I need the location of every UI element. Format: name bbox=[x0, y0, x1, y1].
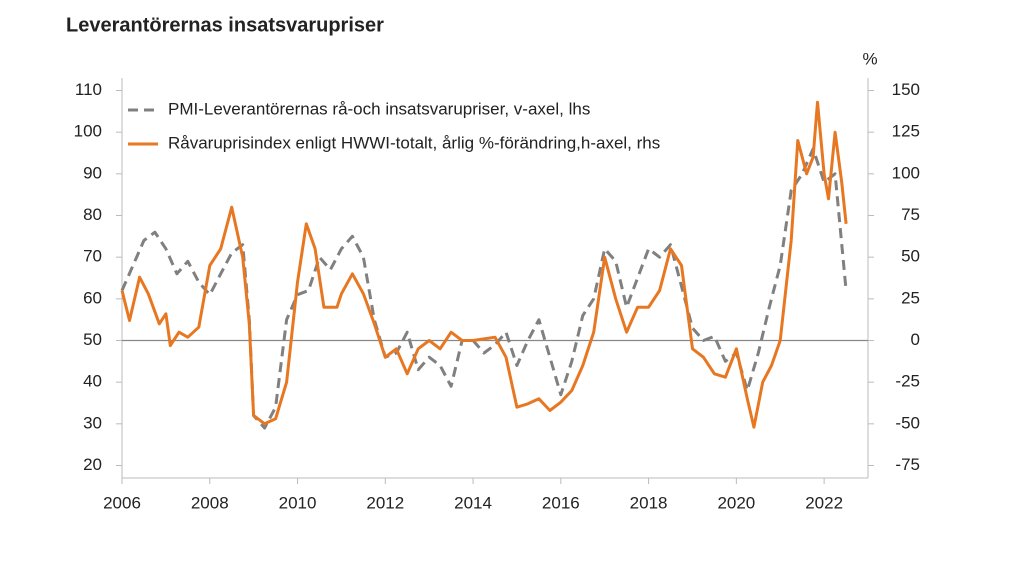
y2-tick-label: 0 bbox=[911, 330, 920, 349]
y2-tick-label: 100 bbox=[892, 163, 920, 182]
y-tick-label: 30 bbox=[83, 413, 102, 432]
y-tick-label: 80 bbox=[83, 205, 102, 224]
y-tick-label: 20 bbox=[83, 455, 102, 474]
y2-tick-label: 75 bbox=[901, 205, 920, 224]
y2-tick-label: -75 bbox=[895, 455, 920, 474]
chart-title: Leverantörernas insatsvarupriser bbox=[66, 14, 384, 36]
x-tick-label: 2020 bbox=[717, 493, 755, 512]
x-tick-label: 2006 bbox=[103, 493, 141, 512]
x-tick-label: 2010 bbox=[279, 493, 317, 512]
y-tick-label: 70 bbox=[83, 247, 102, 266]
y-tick-label: 40 bbox=[83, 372, 102, 391]
y2-axis-label: % bbox=[862, 49, 877, 68]
y2-tick-label: 50 bbox=[901, 247, 920, 266]
series-line bbox=[120, 147, 848, 430]
legend-label: PMI-Leverantörernas rå-och insatsvarupri… bbox=[168, 99, 590, 118]
series-line bbox=[120, 100, 848, 429]
y2-tick-label: 150 bbox=[892, 80, 920, 99]
y-tick-label: 110 bbox=[75, 80, 102, 99]
y-tick-label: 50 bbox=[83, 330, 102, 349]
x-tick-label: 2018 bbox=[630, 493, 668, 512]
legend-label: Råvaruprisindex enligt HWWI-totalt, årli… bbox=[168, 133, 660, 152]
y-tick-label: 90 bbox=[83, 163, 102, 182]
x-tick-label: 2014 bbox=[454, 493, 492, 512]
x-tick-label: 2022 bbox=[805, 493, 843, 512]
x-tick-label: 2012 bbox=[366, 493, 404, 512]
y-tick-label: 100 bbox=[74, 122, 102, 141]
y2-tick-label: -25 bbox=[895, 372, 920, 391]
y2-tick-label: 25 bbox=[901, 288, 920, 307]
y2-tick-label: 125 bbox=[892, 122, 920, 141]
y2-tick-label: -50 bbox=[895, 413, 920, 432]
x-tick-label: 2016 bbox=[542, 493, 580, 512]
y-tick-label: 60 bbox=[83, 288, 102, 307]
x-tick-label: 2008 bbox=[191, 493, 229, 512]
